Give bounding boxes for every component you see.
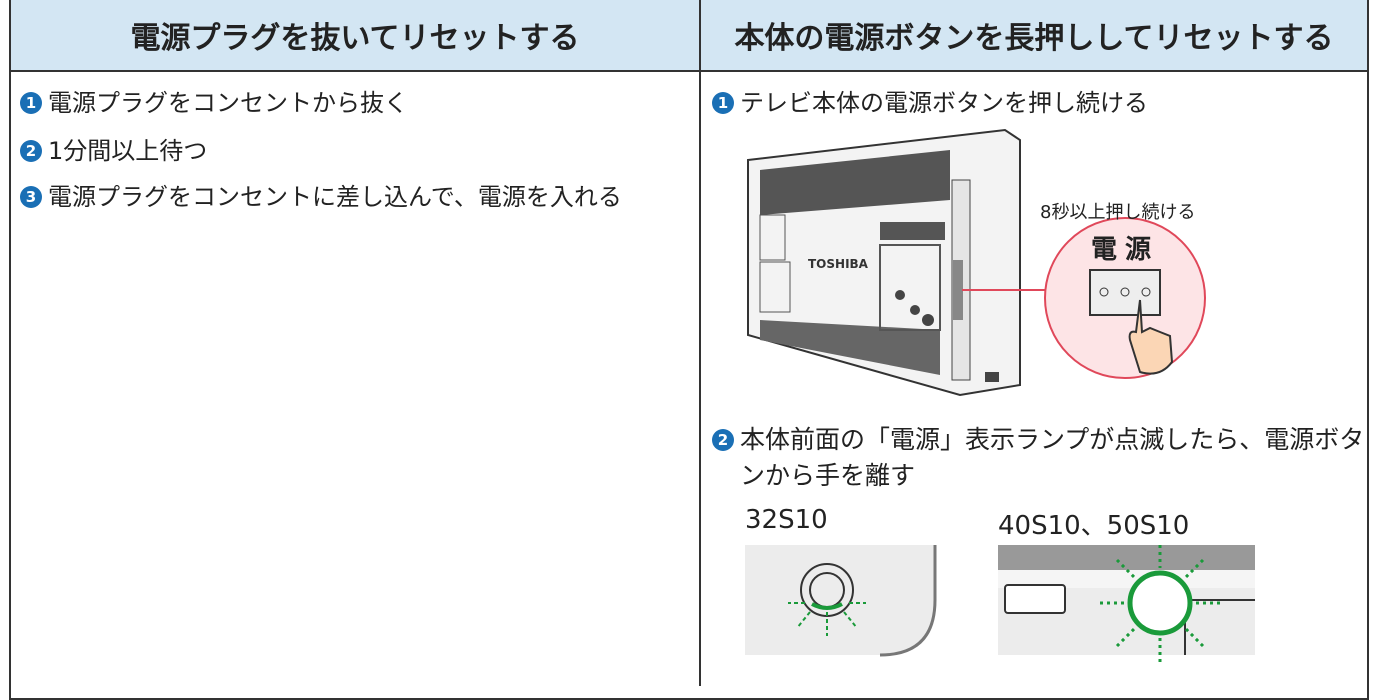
illustration-shape [759,261,791,313]
model-label: 32S10 [745,505,828,535]
illustration-shape [760,320,940,375]
column-divider [699,0,701,686]
step-number: 3 [20,186,42,208]
illustration-shape [922,314,934,326]
callout-text: 8秒以上押し続ける [1040,202,1195,223]
illustration-shape [796,611,811,629]
illustration-shape [985,372,999,382]
step-text: 本体前面の「電源」表示ランプが点滅したら、電源ボタンから手を離す [740,425,1365,490]
brand-logo: TOSHIBA [808,257,869,271]
illustration-shape [1127,570,1193,636]
column-header: 電源プラグを抜いてリセットする [11,0,699,72]
step-text: 1分間以上待つ [48,137,208,165]
illustration-shape [895,290,905,300]
illustration-shape [998,570,1255,588]
model-label: 40S10、50S10 [998,511,1190,541]
illustration-shape [760,150,950,215]
illustration-shape [843,611,858,629]
illustration-shape [788,602,866,636]
illustration-shape [1141,287,1151,297]
step-text: テレビ本体の電源ボタンを押し続ける [740,89,1148,117]
illustration-shape [759,214,786,261]
illustration-shape [998,545,1255,570]
illustration-shape [1089,269,1161,316]
illustration-shape [879,545,937,657]
illustration-shape [879,244,941,331]
step-number: 2 [20,140,42,162]
illustration-shape [1120,287,1130,297]
column-header: 本体の電源ボタンを長押ししてリセットする [701,0,1367,72]
illustration-shape [953,260,963,320]
step-text: 電源プラグをコンセントから抜く [48,89,408,117]
illustration-shape [880,222,945,240]
illustration-shape [1128,299,1174,375]
illustration-shape [910,305,920,315]
illustration-shape [811,602,843,610]
illustration-shape [1099,287,1109,297]
step-text: 電源プラグをコンセントに差し込んで、電源を入れる [48,183,622,211]
button-label: 電源 [1091,235,1159,265]
step-number: 1 [20,92,42,114]
illustration-shape [1004,584,1066,614]
step-number: 1 [712,92,734,114]
step-number: 2 [712,429,734,451]
